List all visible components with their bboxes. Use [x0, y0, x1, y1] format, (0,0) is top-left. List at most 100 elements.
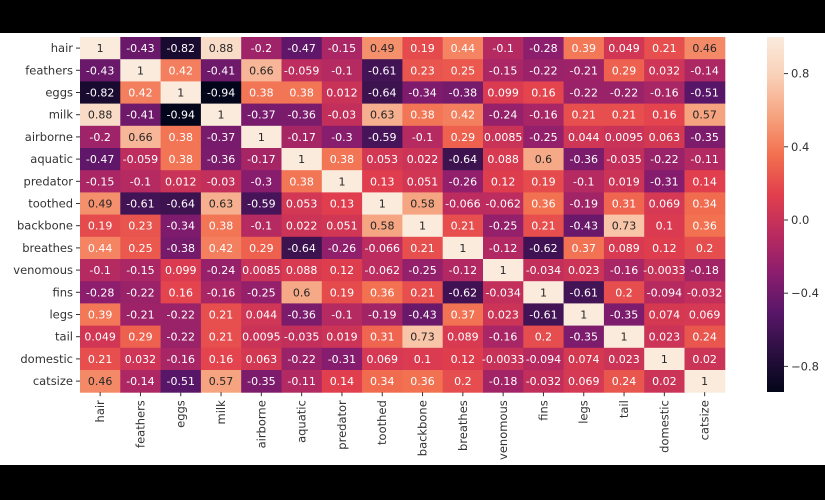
cell-value-label: 0.074 [568, 353, 600, 366]
cell-value-label: 1 [298, 153, 305, 166]
heatmap-cell [362, 148, 403, 171]
cell-value-label: 0.38 [209, 220, 234, 233]
cell-value-label: -0.16 [207, 286, 235, 299]
cell-value-label: 1 [500, 264, 507, 277]
heatmap-cell [321, 236, 363, 260]
cell-value-label: 0.38 [169, 153, 194, 166]
heatmap-cell [241, 370, 282, 393]
cell-value-label: -0.37 [247, 109, 275, 122]
heatmap-cell [402, 214, 444, 238]
heatmap-cell [321, 281, 363, 304]
cell-value-label: -0.61 [529, 309, 557, 322]
row-label: catsize [33, 374, 73, 388]
cell-value-label: 0.023 [608, 353, 640, 366]
heatmap-cell [362, 81, 403, 105]
heatmap-cell [563, 37, 605, 60]
cell-value-label: 0.12 [330, 264, 355, 277]
heatmap-cell [442, 125, 484, 149]
cell-value-label: -0.38 [167, 242, 195, 255]
column-label: toothed [375, 400, 389, 445]
colorbar-gradient [767, 37, 784, 392]
heatmap-cell [644, 347, 685, 371]
cell-value-label: 0.46 [88, 375, 113, 388]
cell-value-label: -0.035 [284, 331, 319, 344]
cell-value-label: -0.22 [167, 309, 195, 322]
cell-value-label: 0.88 [209, 42, 234, 55]
cell-value-label: 0.14 [330, 375, 355, 388]
heatmap-cell [603, 125, 645, 149]
cell-value-label: 1 [459, 242, 466, 255]
heatmap-cell [644, 303, 685, 327]
heatmap-cell [402, 236, 444, 260]
column-label: venomous [496, 400, 510, 460]
cell-value-label: 0.37 [572, 242, 597, 255]
heatmap-cell [241, 347, 282, 371]
cell-value-label: 0.29 [451, 131, 476, 144]
cell-value-label: 0.23 [410, 64, 435, 77]
cell-value-label: -0.35 [570, 331, 598, 344]
heatmap-cell [603, 259, 645, 282]
heatmap-cell [563, 125, 605, 149]
cell-value-label: -0.22 [570, 87, 598, 100]
cell-value-label: 0.46 [692, 42, 717, 55]
heatmap-cell [321, 125, 363, 149]
heatmap-cell [241, 303, 282, 327]
cell-value-label: 0.29 [612, 64, 637, 77]
cell-value-label: -0.1 [331, 64, 352, 77]
heatmap-cell [362, 281, 403, 304]
cell-value-label: 0.66 [128, 131, 153, 144]
heatmap-cell [523, 281, 565, 304]
heatmap-cell [160, 37, 202, 60]
column-label: milk [214, 400, 228, 425]
heatmap-cell [402, 303, 444, 327]
cell-value-label: 0.39 [572, 42, 597, 55]
cell-value-label: -0.066 [445, 198, 480, 211]
cell-value-label: 0.21 [572, 109, 597, 122]
heatmap-cell [281, 214, 323, 238]
heatmap-cell [684, 214, 726, 238]
heatmap-cell [80, 192, 121, 216]
heatmap-cell [241, 325, 282, 349]
cell-value-label: -0.16 [167, 353, 195, 366]
column-label: catsize [698, 400, 712, 440]
heatmap-cells [80, 37, 726, 393]
cell-value-label: -0.1 [412, 131, 433, 144]
colorbar-tick-label: 0.4 [791, 140, 809, 154]
heatmap-cell [442, 370, 484, 393]
heatmap-cell [160, 325, 202, 349]
heatmap-cell [684, 37, 726, 60]
cell-value-label: -0.0033 [482, 353, 524, 366]
heatmap-cell [160, 281, 202, 304]
heatmap-cell [321, 259, 363, 282]
heatmap-cell [200, 148, 242, 171]
cell-value-label: -0.35 [690, 131, 718, 144]
cell-value-label: 0.053 [286, 198, 318, 211]
cell-value-label: 0.069 [568, 375, 600, 388]
heatmap-cell [200, 325, 242, 349]
heatmap-cell [80, 59, 121, 82]
cell-value-label: -0.43 [570, 220, 598, 233]
cell-value-label: 0.49 [88, 198, 113, 211]
cell-value-label: 0.21 [88, 353, 113, 366]
heatmap-cell [120, 347, 162, 371]
cell-value-label: -0.28 [529, 42, 557, 55]
heatmap-cell [603, 325, 645, 349]
cell-value-label: -0.094 [647, 286, 682, 299]
heatmap-cell [80, 37, 121, 60]
heatmap-cell [483, 303, 524, 327]
heatmap-cell [483, 59, 524, 82]
cell-value-label: 0.29 [128, 331, 153, 344]
heatmap-cell [684, 259, 726, 282]
heatmap-cell [241, 259, 282, 282]
heatmap-cell [603, 81, 645, 105]
heatmap-cell [241, 192, 282, 216]
heatmap-cell [80, 370, 121, 393]
cell-value-label: 0.34 [370, 375, 395, 388]
heatmap-cell [603, 170, 645, 193]
heatmap-cell [362, 325, 403, 349]
heatmap-cell [684, 281, 726, 304]
cell-value-label: -0.18 [489, 375, 517, 388]
heatmap-cell [200, 170, 242, 193]
cell-value-label: -0.034 [526, 264, 561, 277]
cell-value-label: -0.25 [489, 220, 517, 233]
